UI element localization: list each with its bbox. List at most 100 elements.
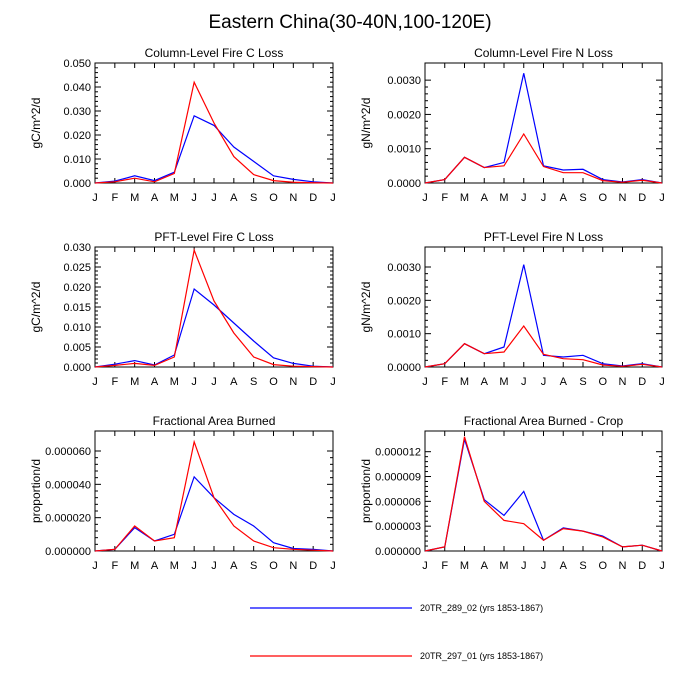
x-tick-label-3-1: F — [441, 376, 448, 388]
x-tick-label-0-6: J — [211, 192, 217, 204]
panel-frame-2 — [94, 246, 334, 368]
x-tick-label-2-6: J — [211, 376, 217, 388]
x-tick-label-2-10: N — [289, 376, 297, 388]
x-tick-label-4-9: O — [269, 560, 278, 572]
x-tick-label-0-9: O — [269, 192, 278, 204]
x-tick-label-3-8: S — [579, 376, 586, 388]
x-tick-label-1-1: F — [441, 192, 448, 204]
y-tick-label-3-2: 0.0020 — [387, 295, 421, 307]
x-tick-label-1-7: A — [560, 192, 568, 204]
legend-label-0: 20TR_289_02 (yrs 1853-1867) — [420, 603, 543, 613]
x-tick-label-0-2: M — [130, 192, 139, 204]
series-line-0-1 — [94, 80, 334, 184]
x-tick-label-2-2: M — [130, 376, 139, 388]
x-tick-label-1-5: J — [521, 192, 527, 204]
x-tick-label-0-8: S — [250, 192, 257, 204]
y-tick-label-0-2: 0.020 — [63, 130, 91, 142]
y-tick-label-4-3: 0.000060 — [45, 446, 91, 458]
x-tick-label-5-7: A — [560, 560, 568, 572]
x-tick-label-2-4: M — [170, 376, 179, 388]
x-tick-label-0-4: M — [170, 192, 179, 204]
x-tick-label-3-7: A — [560, 376, 568, 388]
x-tick-label-5-4: M — [499, 560, 508, 572]
x-tick-label-3-4: M — [499, 376, 508, 388]
x-tick-label-2-8: S — [250, 376, 257, 388]
y-tick-label-4-1: 0.000020 — [45, 513, 91, 525]
y-tick-label-2-6: 0.030 — [63, 242, 91, 254]
x-tick-label-0-1: F — [111, 192, 118, 204]
panel-title-2: PFT-Level Fire C Loss — [154, 230, 273, 244]
y-tick-label-2-3: 0.015 — [63, 302, 91, 314]
x-tick-label-5-6: J — [541, 560, 547, 572]
series-line-2-1 — [94, 248, 334, 368]
series-line-3-1 — [424, 324, 663, 368]
series-line-2-0 — [94, 287, 334, 368]
y-tick-label-2-4: 0.020 — [63, 282, 91, 294]
panel-title-0: Column-Level Fire C Loss — [145, 46, 284, 60]
y-tick-label-5-4: 0.000012 — [375, 447, 421, 459]
x-tick-label-2-7: A — [230, 376, 238, 388]
x-tick-label-1-4: M — [499, 192, 508, 204]
x-tick-label-0-10: N — [289, 192, 297, 204]
panel-ylabel-1: gN/m^2/d — [359, 98, 373, 149]
x-tick-label-0-0: J — [92, 192, 98, 204]
y-tick-label-5-0: 0.000000 — [375, 546, 421, 558]
x-tick-label-0-11: D — [309, 192, 317, 204]
x-tick-label-2-1: F — [111, 376, 118, 388]
x-tick-label-1-9: O — [598, 192, 607, 204]
y-tick-label-5-3: 0.000009 — [375, 472, 421, 484]
panel-frame-5 — [424, 430, 663, 552]
x-tick-label-4-3: A — [151, 560, 159, 572]
y-tick-label-2-0: 0.000 — [63, 362, 91, 374]
x-tick-label-2-5: J — [191, 376, 197, 388]
series-line-4-0 — [94, 475, 334, 552]
panel-title-3: PFT-Level Fire N Loss — [484, 230, 603, 244]
series-line-5-1 — [424, 436, 663, 552]
panel-title-4: Fractional Area Burned — [153, 414, 276, 428]
x-tick-label-0-5: J — [191, 192, 197, 204]
x-tick-label-5-9: O — [598, 560, 607, 572]
y-tick-label-0-1: 0.010 — [63, 154, 91, 166]
x-tick-label-4-12: J — [330, 560, 336, 572]
x-tick-label-3-3: A — [481, 376, 489, 388]
x-tick-label-4-4: M — [170, 560, 179, 572]
y-tick-label-3-3: 0.0030 — [387, 262, 421, 274]
x-tick-label-3-5: J — [521, 376, 527, 388]
x-tick-label-1-11: D — [638, 192, 646, 204]
x-tick-label-1-12: J — [659, 192, 665, 204]
y-tick-label-2-1: 0.005 — [63, 342, 91, 354]
x-tick-label-4-1: F — [111, 560, 118, 572]
y-tick-label-4-0: 0.000000 — [45, 546, 91, 558]
x-tick-label-1-0: J — [422, 192, 428, 204]
x-tick-label-5-10: N — [619, 560, 627, 572]
y-tick-label-0-3: 0.030 — [63, 106, 91, 118]
x-tick-label-3-0: J — [422, 376, 428, 388]
x-tick-label-2-0: J — [92, 376, 98, 388]
x-tick-label-2-3: A — [151, 376, 159, 388]
series-line-4-1 — [94, 439, 334, 552]
panel-frame-3 — [424, 246, 663, 368]
y-tick-label-3-0: 0.0000 — [387, 362, 421, 374]
x-tick-label-2-11: D — [309, 376, 317, 388]
y-tick-label-1-0: 0.0000 — [387, 178, 421, 190]
x-tick-label-5-12: J — [659, 560, 665, 572]
x-tick-label-5-1: F — [441, 560, 448, 572]
x-tick-label-5-0: J — [422, 560, 428, 572]
x-tick-label-1-10: N — [619, 192, 627, 204]
panel-frame-4 — [94, 430, 334, 552]
y-tick-label-3-1: 0.0010 — [387, 329, 421, 341]
x-tick-label-0-7: A — [230, 192, 238, 204]
x-tick-label-1-6: J — [541, 192, 547, 204]
y-tick-label-2-2: 0.010 — [63, 322, 91, 334]
x-tick-label-4-7: A — [230, 560, 238, 572]
y-tick-label-0-5: 0.050 — [63, 58, 91, 70]
x-tick-label-4-6: J — [211, 560, 217, 572]
y-tick-label-4-2: 0.000040 — [45, 479, 91, 491]
x-tick-label-2-9: O — [269, 376, 278, 388]
panel-ylabel-0: gC/m^2/d — [29, 98, 43, 149]
y-tick-label-1-1: 0.0010 — [387, 144, 421, 156]
series-line-0-0 — [94, 114, 334, 184]
panel-title-5: Fractional Area Burned - Crop — [464, 414, 624, 428]
x-tick-label-4-10: N — [289, 560, 297, 572]
x-tick-label-0-3: A — [151, 192, 159, 204]
